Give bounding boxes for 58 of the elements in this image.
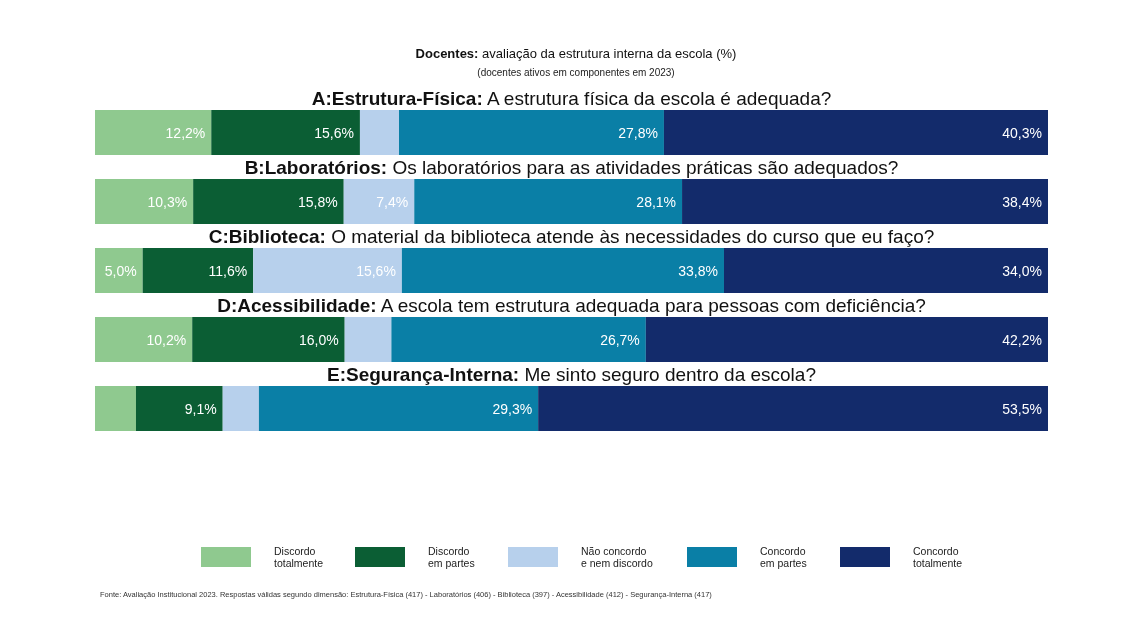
bar (414, 179, 683, 224)
data-label: 40,3% (1002, 124, 1042, 141)
data-label: 42,2% (1002, 331, 1042, 348)
data-label: 53,5% (1002, 400, 1042, 417)
data-label: 33,8% (678, 262, 718, 279)
chart-subtitle: (docentes ativos em componentes em 2023) (477, 67, 675, 78)
bar (95, 110, 212, 155)
data-label: 10,2% (146, 331, 187, 348)
y-tick-label: C:Biblioteca: O material da biblioteca atende às necessidades do curso que eu faço? (208, 226, 935, 247)
bar (399, 110, 664, 155)
bar (95, 248, 143, 293)
bar (391, 317, 646, 362)
data-label: 15,6% (314, 124, 354, 141)
bar (645, 317, 1048, 362)
data-label: 11,6% (208, 262, 248, 279)
bar (682, 179, 1048, 224)
data-label: 12,2% (165, 124, 206, 141)
bar (663, 110, 1048, 155)
y-tick-label: A:Estrutura-Física: A estrutura física da escola é adequada? (311, 88, 832, 109)
data-label: 10,3% (147, 193, 188, 210)
data-label: 15,8% (298, 193, 338, 210)
bar (142, 248, 254, 293)
data-label: 7,4% (376, 193, 409, 210)
data-label: 28,1% (636, 193, 677, 210)
data-label: 34,0% (1002, 262, 1042, 279)
bar (211, 110, 360, 155)
legend-label: Discordo em partes (428, 545, 475, 569)
y-tick-label: B:Laboratórios: Os laboratórios para as atividades práticas são adequados? (244, 157, 899, 178)
data-label: 9,1% (184, 400, 217, 417)
bar (193, 179, 344, 224)
bar (95, 386, 136, 431)
legend-label: Não concordo e nem discordo (581, 545, 653, 569)
bar (359, 110, 400, 155)
data-label: 27,8% (618, 124, 658, 141)
data-label: 38,4% (1002, 193, 1042, 210)
data-label: 29,3% (492, 400, 533, 417)
bar (95, 317, 193, 362)
y-tick-label: D:Acessibilidade: A escola tem estrutura adequada para pessoas com deficiência? (217, 295, 926, 316)
legend-label: Discordo totalmente (274, 545, 324, 569)
bar (222, 386, 259, 431)
y-tick-label: E:Segurança-Interna: Me sinto seguro dentro da escola? (327, 364, 816, 385)
bar (538, 386, 1048, 431)
data-label: 5,0% (104, 262, 137, 279)
bar (258, 386, 539, 431)
bar (192, 317, 345, 362)
bar (135, 386, 223, 431)
bar (344, 317, 392, 362)
data-label: 15,6% (356, 262, 396, 279)
bar (253, 248, 402, 293)
chart-title: Docentes: avaliação da estrutura interna da escola (%) (415, 46, 737, 61)
legend-label: Concordo em partes (760, 545, 807, 569)
data-label: 26,7% (600, 331, 640, 348)
legend-label: Concordo totalmente (913, 545, 963, 569)
bar (401, 248, 724, 293)
bar (723, 248, 1048, 293)
bar (95, 179, 194, 224)
data-label: 16,0% (298, 331, 339, 348)
bar (343, 179, 415, 224)
